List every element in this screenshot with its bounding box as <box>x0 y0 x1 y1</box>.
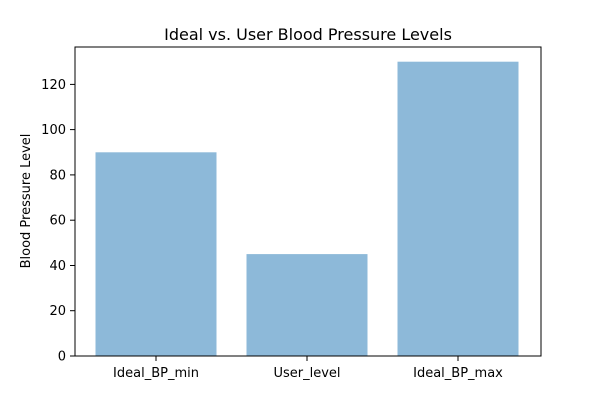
bar-user-level <box>246 254 368 356</box>
y-tick-label: 80 <box>49 168 66 183</box>
y-tick-label: 60 <box>49 214 66 229</box>
y-axis-label: Blood Pressure Level <box>19 134 34 269</box>
y-tick-label: 100 <box>41 123 66 138</box>
x-tick-label: User_level <box>273 366 340 381</box>
plot-area-frame <box>74 46 542 357</box>
bar-ideal-bp-max <box>397 61 519 356</box>
chart-title: Ideal vs. User Blood Pressure Levels <box>164 25 452 44</box>
x-axis-ticks: Ideal_BP_min User_level Ideal_BP_max <box>113 356 503 381</box>
y-tick-label: 0 <box>58 350 66 365</box>
x-tick-label: Ideal_BP_max <box>413 366 503 381</box>
y-axis-ticks: 0 20 40 60 80 100 120 <box>41 78 75 365</box>
y-tick-label: 120 <box>41 78 66 93</box>
bars-layer <box>95 61 519 356</box>
y-tick-label: 20 <box>49 304 66 319</box>
bar-ideal-bp-min <box>95 152 217 356</box>
x-tick-label: Ideal_BP_min <box>113 366 199 381</box>
y-tick-label: 40 <box>49 259 66 274</box>
